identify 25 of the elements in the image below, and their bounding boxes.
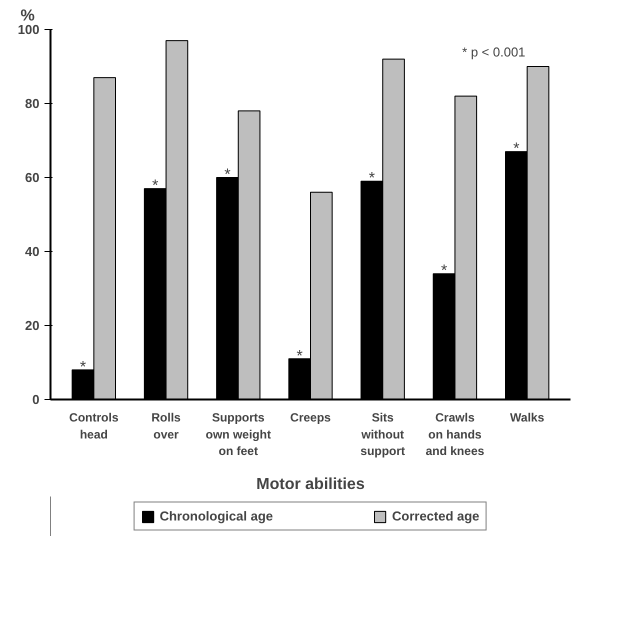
x-tick-label: Rolls over: [151, 410, 182, 442]
y-tick-label: 20: [25, 318, 40, 333]
annotation: *: [296, 348, 303, 365]
x-tick-label: Supports own weight on feet: [206, 410, 271, 458]
x-tick-label: Creeps: [290, 410, 332, 424]
y-tick-label: 80: [25, 96, 40, 111]
x-tick-label: Crawls on hands and knees: [426, 410, 485, 458]
annotation: *: [80, 358, 86, 376]
y-tick-label: 40: [25, 244, 40, 259]
x-tick-label: Controls head: [69, 410, 119, 442]
annotation: *: [441, 262, 448, 280]
y-tick-label: 60: [25, 170, 40, 185]
y-tick-label: 0: [32, 392, 40, 407]
legend-label: Chronological age: [160, 508, 273, 524]
annotation: *: [224, 166, 231, 184]
x-axis-title: Motor abilities: [256, 476, 365, 494]
annotation: *: [152, 178, 158, 195]
y-tick-label: 100: [18, 22, 40, 37]
annotation: *: [368, 170, 376, 188]
x-tick-label: Sits without support: [360, 410, 406, 458]
annotation: * p < 0.001: [462, 44, 526, 60]
y-axis-title: %: [20, 8, 35, 24]
x-tick-label: Walks: [510, 410, 545, 424]
legend-label: Corrected age: [392, 508, 480, 524]
annotation: *: [513, 140, 520, 158]
